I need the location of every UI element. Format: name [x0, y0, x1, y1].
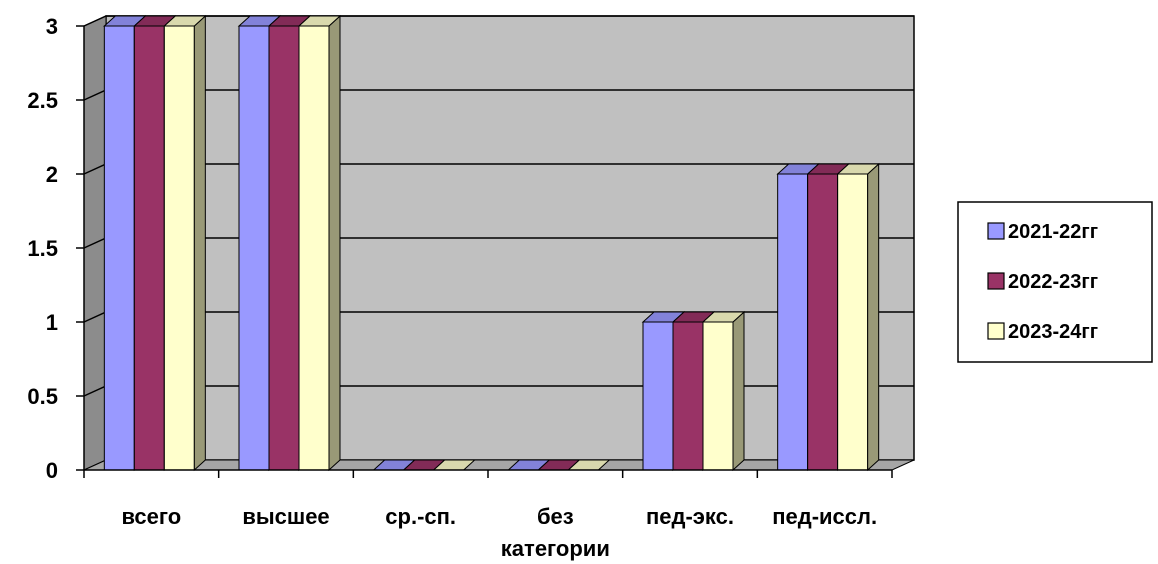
legend-swatch [987, 222, 1005, 240]
chart-bars [103, 14, 880, 472]
x-axis: всего высшее ср.-сп. без категории пед-экс. пе… [83, 469, 893, 561]
bar-front [702, 321, 734, 471]
bar-front [133, 25, 165, 471]
x-tick-label: всего [121, 504, 181, 529]
bar-front [298, 25, 330, 471]
y-tick-label: 0 [46, 458, 58, 483]
bar-front [807, 173, 839, 471]
y-axis: 0 0.5 1 1.5 2 2.5 3 [27, 14, 85, 483]
bar-front [163, 25, 195, 471]
bar [701, 310, 746, 472]
x-tick-label: без категории [501, 504, 610, 561]
bar-top [701, 311, 746, 323]
bar-top [836, 163, 880, 175]
bar-side [328, 14, 341, 472]
bar-front [777, 173, 809, 471]
legend-label: 2022-23гг [1008, 271, 1098, 293]
legend-swatch [987, 272, 1005, 290]
bar-top [297, 15, 342, 27]
x-tick-label: пед-иссл. [772, 504, 877, 529]
y-tick-label: 2 [46, 162, 58, 187]
bar-front [238, 25, 270, 471]
bar [163, 14, 207, 472]
y-tick-label: 3 [46, 14, 58, 39]
legend-swatch [987, 322, 1005, 340]
y-tick-label: 0.5 [27, 384, 58, 409]
bar-front [103, 25, 135, 471]
gridline [83, 15, 914, 27]
bar-front [642, 321, 674, 471]
x-tick-label: ср.-сп. [385, 504, 456, 529]
bar-top [163, 15, 207, 27]
bar-side [732, 310, 745, 472]
legend-label: 2023-24гг [1008, 321, 1098, 343]
y-tick-label: 1.5 [27, 236, 58, 261]
bar-side [867, 162, 880, 472]
bar-front [672, 321, 704, 471]
y-tick-label: 1 [46, 310, 58, 335]
bar [836, 162, 880, 472]
y-tick-label: 2.5 [27, 88, 58, 113]
bar-front [837, 173, 869, 471]
legend-label: 2021-22гг [1008, 221, 1098, 243]
chart-legend: 2021-22гг 2022-23гг 2023-24гг [957, 201, 1153, 363]
x-tick-label: пед-экс. [646, 504, 734, 529]
bar-front [268, 25, 300, 471]
x-tick-label: высшее [242, 504, 329, 529]
bar-side [193, 14, 206, 472]
bar [297, 14, 342, 472]
